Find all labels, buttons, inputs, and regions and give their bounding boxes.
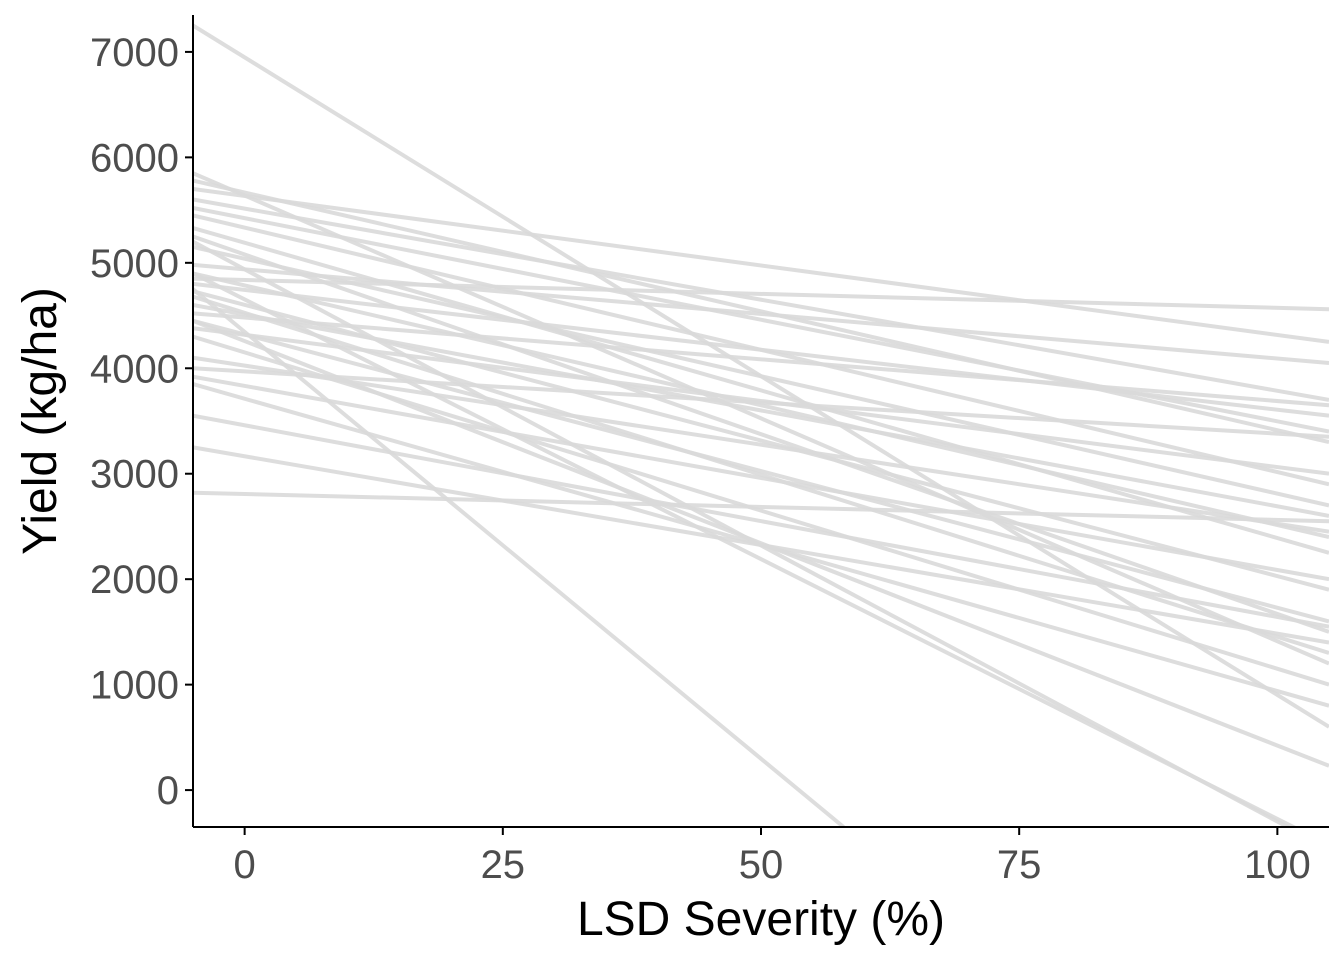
y-tick-label: 6000 — [90, 136, 179, 180]
x-axis-title: LSD Severity (%) — [577, 893, 945, 946]
y-tick-label: 0 — [157, 769, 179, 813]
series-line-23 — [193, 366, 1329, 439]
series-line-31 — [193, 287, 845, 827]
y-tick-label: 4000 — [90, 347, 179, 391]
series-lines — [193, 23, 1329, 827]
series-line-5 — [193, 197, 1329, 402]
y-tick-label: 1000 — [90, 664, 179, 708]
series-line-13 — [193, 276, 1329, 312]
series-line-17 — [193, 303, 1329, 518]
x-tick-label: 25 — [481, 843, 526, 887]
series-line-28 — [193, 490, 1329, 524]
y-axis-title: Yield (kg/ha) — [14, 287, 67, 555]
series-line-11 — [193, 262, 1329, 365]
x-axis-ticks: 0 25 50 75 100 — [234, 827, 1311, 887]
series-line-22 — [193, 355, 1329, 534]
series-line-26 — [193, 413, 1329, 629]
x-tick-label: 75 — [997, 843, 1042, 887]
series-line-32 — [193, 318, 1329, 768]
series-line-10 — [193, 245, 1329, 508]
series-line-14 — [193, 281, 1329, 418]
series-line-12 — [193, 271, 1329, 539]
y-tick-label: 5000 — [90, 242, 179, 286]
series-line-4 — [193, 187, 1329, 344]
series-line-19 — [193, 318, 1329, 624]
series-line-24 — [193, 374, 1329, 582]
series-line-9 — [193, 234, 1329, 634]
series-line-30 — [193, 271, 1298, 827]
y-tick-label: 2000 — [90, 558, 179, 602]
series-line-3 — [193, 178, 1329, 445]
series-line-18 — [193, 311, 1329, 408]
x-tick-label: 0 — [234, 843, 256, 887]
y-axis-ticks: 0 1000 2000 3000 4000 5000 6000 7000 — [90, 31, 193, 813]
y-tick-label: 7000 — [90, 31, 179, 75]
series-line-2 — [193, 171, 1329, 666]
x-tick-label: 100 — [1244, 843, 1311, 887]
x-tick-label: 50 — [739, 843, 784, 887]
series-line-16 — [193, 294, 1329, 655]
y-tick-label: 3000 — [90, 453, 179, 497]
